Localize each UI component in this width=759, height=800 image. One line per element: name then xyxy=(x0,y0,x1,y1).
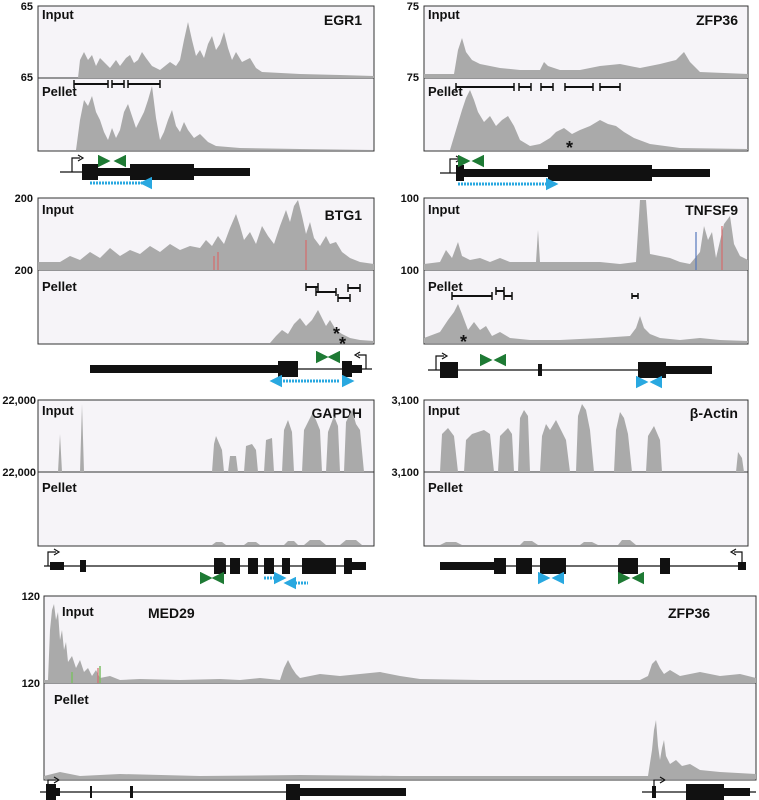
input-label: Input xyxy=(428,202,460,217)
pellet-label: Pellet xyxy=(428,279,463,294)
gene-name: β-Actin xyxy=(690,405,738,421)
scale-top: 65 xyxy=(21,1,33,13)
gene-name: EGR1 xyxy=(324,12,362,28)
pellet-signal xyxy=(424,540,748,545)
gene-model xyxy=(440,154,710,191)
gene-model xyxy=(60,154,250,190)
gene-model xyxy=(90,350,372,388)
gene-name: BTG1 xyxy=(325,207,363,223)
gene-model xyxy=(44,548,366,590)
pellet-signal xyxy=(38,86,374,150)
amplicon-brackets xyxy=(451,287,639,300)
input-label: Input xyxy=(428,7,460,22)
panel-btg1: 200 200 Input Pellet BTG1 * * xyxy=(15,193,375,388)
input-signal xyxy=(44,604,756,683)
input-signal xyxy=(424,38,748,78)
gene-model xyxy=(440,548,746,585)
scale-top: 22,000 xyxy=(2,395,36,407)
panel-actin: 3,100 3,100 Input Pellet β-Actin xyxy=(391,395,749,585)
gene-name-2: ZFP36 xyxy=(668,605,710,621)
scale-mid: 120 xyxy=(22,678,40,690)
variant-tick xyxy=(213,252,219,270)
asterisk-marker: * xyxy=(339,334,346,354)
pellet-label: Pellet xyxy=(428,84,463,99)
gene-name: TNFSF9 xyxy=(685,202,738,218)
scale-top: 3,100 xyxy=(391,395,419,407)
amplicon-brackets xyxy=(455,83,621,91)
panel-frame xyxy=(43,595,757,781)
input-label: Input xyxy=(42,202,74,217)
input-signal xyxy=(424,404,748,472)
scale-mid: 3,100 xyxy=(391,467,419,479)
amplicon-brackets xyxy=(305,283,361,302)
gene-model xyxy=(40,776,756,800)
panel-frame xyxy=(37,399,375,547)
input-label: Input xyxy=(62,604,94,619)
gene-model xyxy=(428,352,712,389)
panel-zfp36: 75 75 Input Pellet ZFP36 * xyxy=(407,1,749,191)
scale-mid: 100 xyxy=(401,265,419,277)
gene-name: MED29 xyxy=(148,605,195,621)
asterisk-marker: * xyxy=(460,332,467,352)
panel-gapdh: 22,000 22,000 Input Pellet GAPDH xyxy=(2,395,375,590)
input-signal xyxy=(38,22,374,78)
gene-name: ZFP36 xyxy=(696,12,738,28)
scale-top: 120 xyxy=(22,591,40,603)
input-label: Input xyxy=(42,403,74,418)
scale-mid: 65 xyxy=(21,72,33,84)
panel-egr1: 65 65 Input Pellet EGR1 xyxy=(21,1,375,190)
pellet-label: Pellet xyxy=(42,480,77,495)
panel-tnfsf9: 100 100 Input Pellet TNFSF9 * xyxy=(401,193,749,389)
pellet-label: Pellet xyxy=(428,480,463,495)
input-signal xyxy=(38,404,374,472)
input-label: Input xyxy=(428,403,460,418)
pellet-label: Pellet xyxy=(54,692,89,707)
panel-med29: 120 120 Input Pellet MED29 ZFP36 xyxy=(22,591,757,800)
scale-mid: 75 xyxy=(407,72,419,84)
scale-top: 200 xyxy=(15,193,33,205)
pellet-signal xyxy=(44,720,756,779)
input-signal xyxy=(424,200,748,270)
scale-top: 75 xyxy=(407,1,419,13)
pellet-signal xyxy=(424,304,748,343)
asterisk-marker: * xyxy=(333,324,340,344)
pellet-label: Pellet xyxy=(42,84,77,99)
pellet-label: Pellet xyxy=(42,279,77,294)
scale-mid: 200 xyxy=(15,265,33,277)
scale-mid: 22,000 xyxy=(2,467,36,479)
pellet-signal xyxy=(38,310,374,343)
input-signal xyxy=(38,200,374,270)
panel-frame xyxy=(423,197,749,345)
pellet-signal xyxy=(424,90,748,150)
input-label: Input xyxy=(42,7,74,22)
amplicon-brackets xyxy=(73,80,161,88)
scale-top: 100 xyxy=(401,193,419,205)
variant-tick xyxy=(71,666,101,683)
asterisk-marker: * xyxy=(566,138,573,158)
